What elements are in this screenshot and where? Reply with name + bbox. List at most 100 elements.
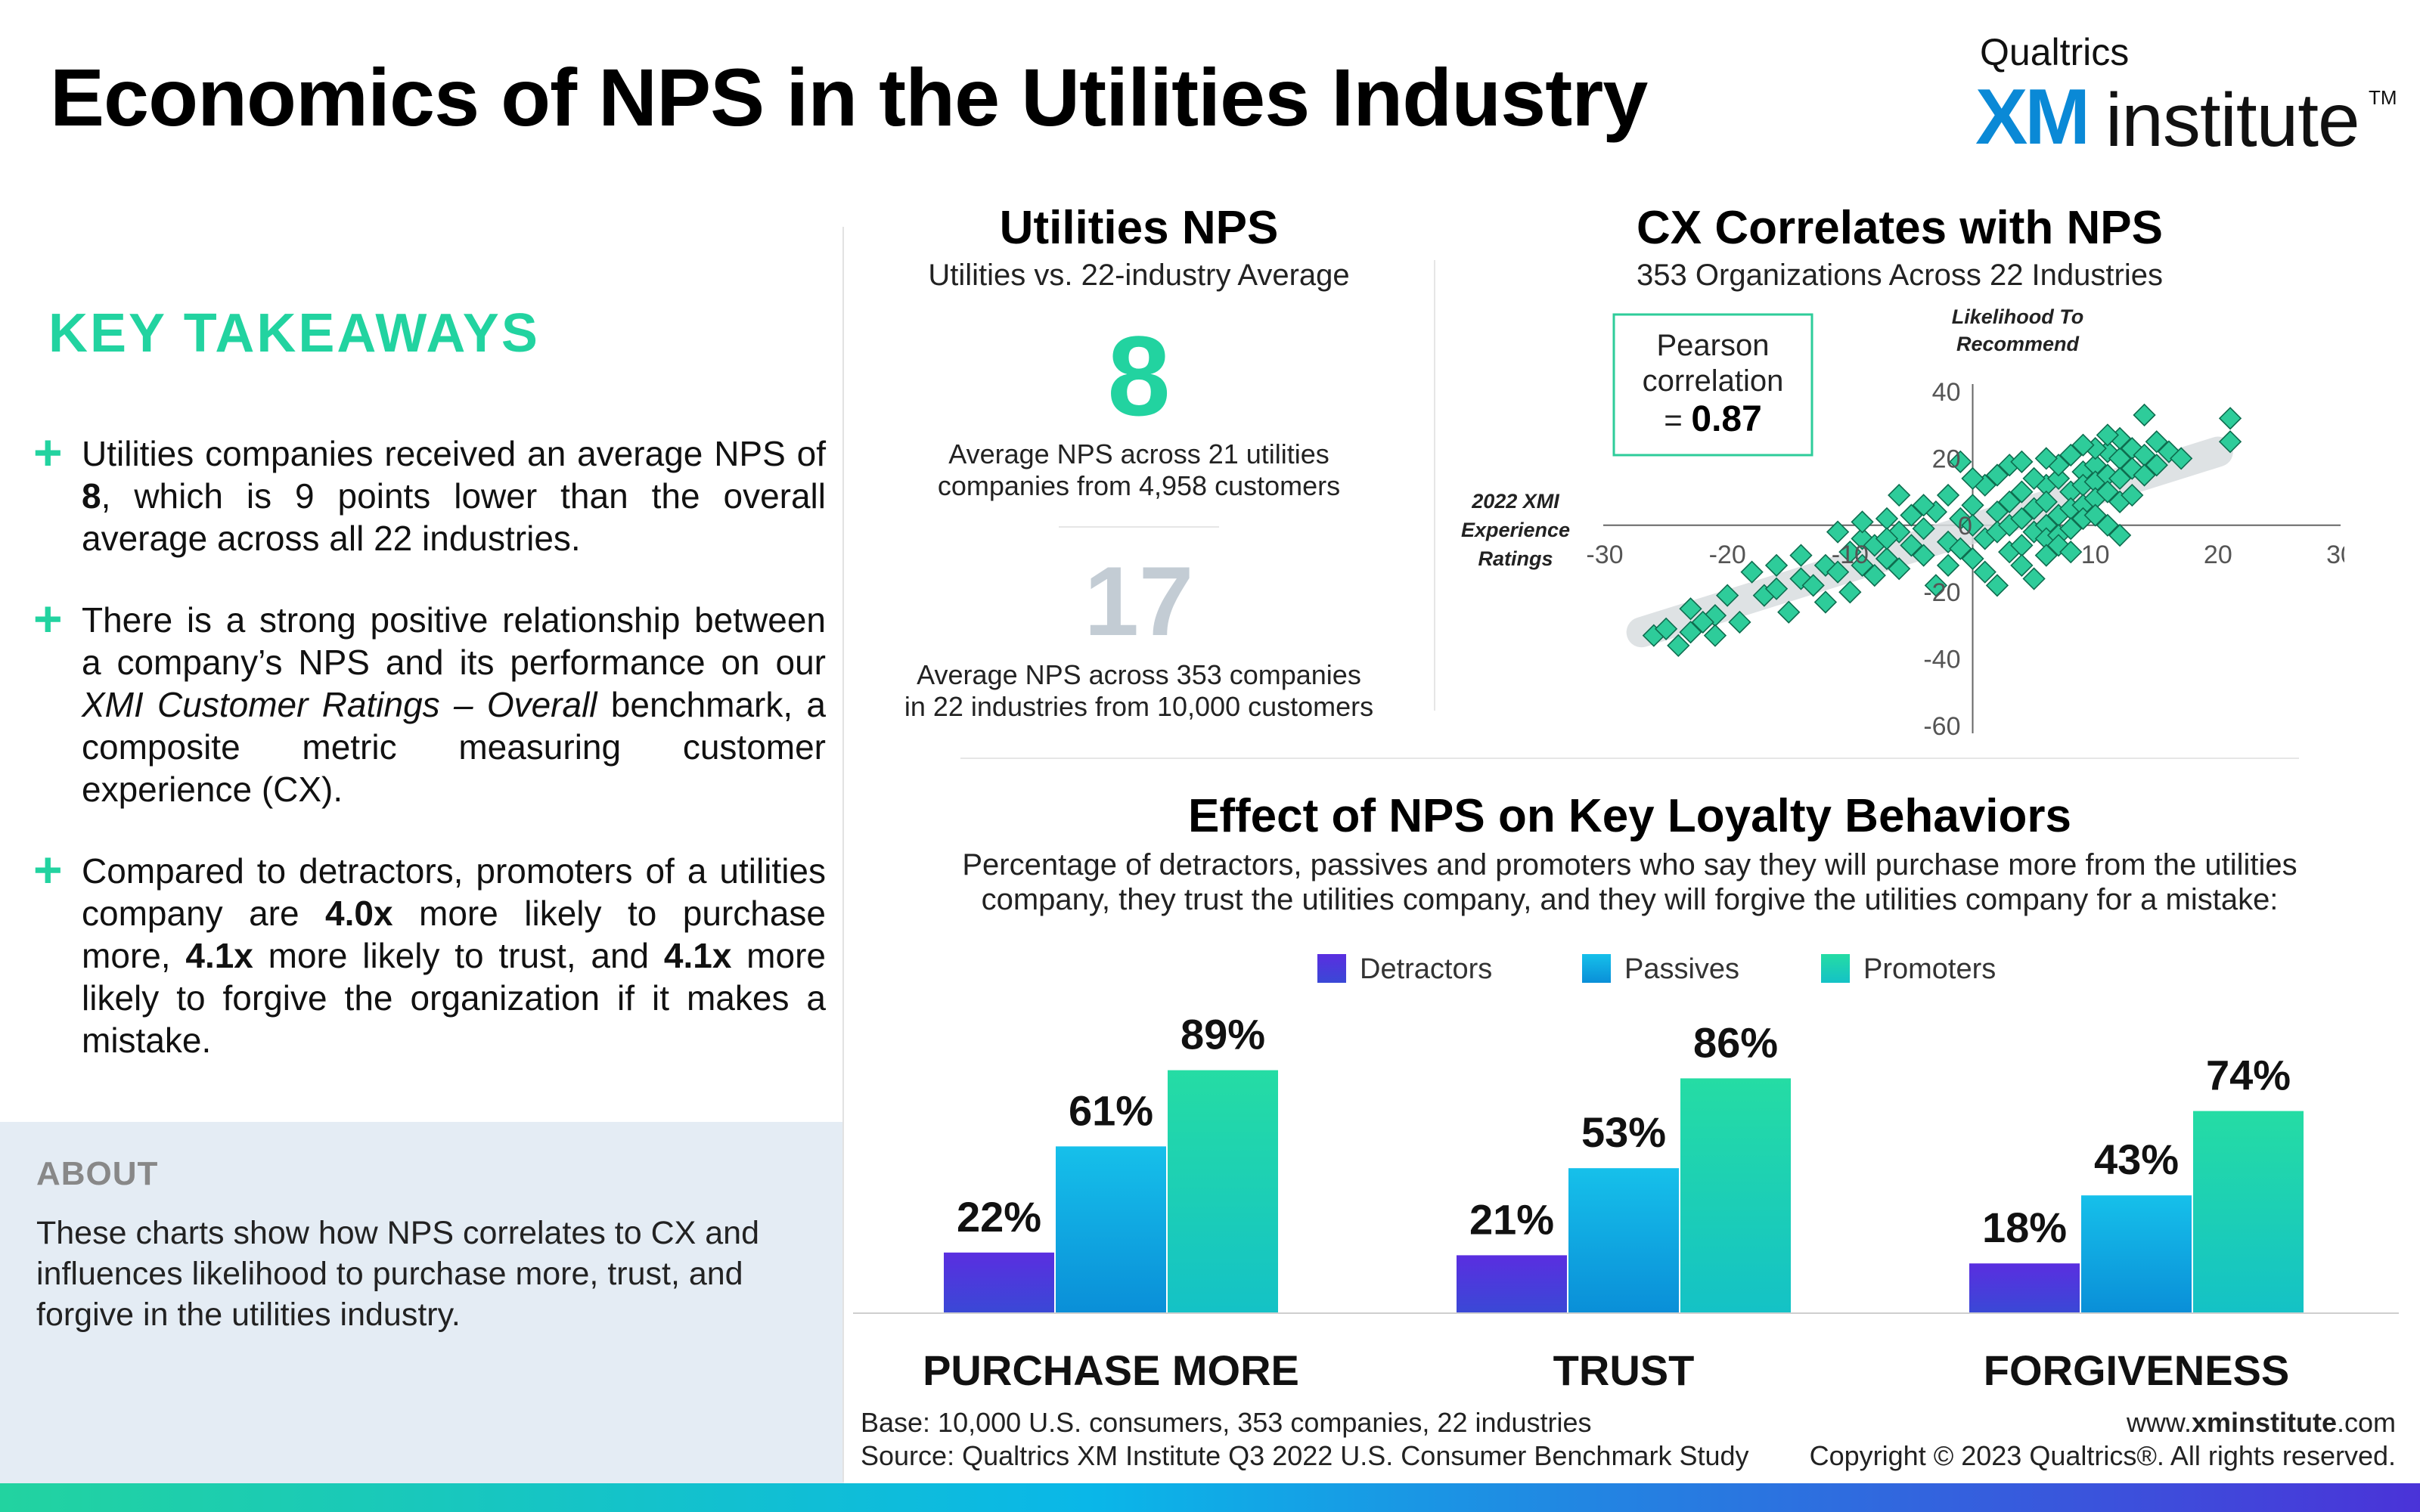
pearson-value: 0.87 <box>1691 399 1761 439</box>
scatter-point <box>1703 624 1727 647</box>
plus-icon: + <box>33 590 63 646</box>
xm-institute-logo: Qualtrics XM institute TM <box>1975 29 2399 163</box>
x-tick-label: -10 <box>1832 541 1869 569</box>
bar-value-label: 53% <box>1581 1108 1666 1156</box>
bar-promoters <box>2193 1111 2304 1312</box>
y-tick-label: 40 <box>1932 378 1961 407</box>
bar-value-label: 18% <box>1982 1204 2067 1251</box>
x-axis-label: 2022 XMI Experience Ratings <box>1461 490 1570 570</box>
nps-panel-subtitle: Utilities vs. 22-industry Average <box>928 259 1350 292</box>
bar-promoters <box>1680 1078 1791 1312</box>
pearson-line-1: Pearson <box>1657 329 1770 362</box>
category-label: TRUST <box>1553 1346 1695 1394</box>
scatter-point <box>1777 600 1801 624</box>
bar-chart: Detractors Passives Promoters 22% 61% 89% PURC… <box>853 953 2399 1394</box>
scatter-point <box>2108 523 2132 547</box>
scatter-point <box>2218 430 2242 454</box>
scatter-point <box>1961 513 1984 537</box>
scatter-point <box>1949 450 1972 473</box>
scatter-point <box>1728 610 1751 634</box>
scatter-point <box>1789 544 1813 567</box>
scatter-point <box>1912 517 1935 541</box>
bar-promoters <box>1168 1070 1278 1312</box>
scatter-point <box>2034 544 2058 567</box>
footer-base: Base: 10,000 U.S. consumers, 353 compani… <box>861 1407 1592 1438</box>
scatter-point <box>2096 513 2120 537</box>
scatter-points <box>1642 403 2242 658</box>
scatter-point <box>2218 407 2242 430</box>
legend-swatch <box>1821 954 1850 983</box>
page-title: Economics of NPS in the Utilities Indust… <box>50 51 1648 143</box>
scatter-point <box>2145 454 2168 477</box>
scatter-point <box>1875 547 1899 571</box>
pearson-box-border <box>1612 313 1813 457</box>
scatter-point <box>1912 494 1935 517</box>
x-tick-label: -30 <box>1586 541 1623 569</box>
bars-panel-subtitle-2: company, they trust the utilities compan… <box>981 883 2279 916</box>
footer-url-bold: xminstitute <box>2191 1407 2337 1438</box>
bar-passives <box>1056 1146 1166 1312</box>
industry-nps-value: 17 <box>1084 546 1194 656</box>
industry-nps-caption-2: in 22 industries from 10,000 customers <box>904 691 1374 722</box>
bar-value-label: 61% <box>1069 1086 1153 1134</box>
utilities-nps-value: 8 <box>1107 312 1171 439</box>
footer-right: www.xminstitute.com Copyright © 2023 Qua… <box>1810 1406 2396 1473</box>
pearson-line-2: correlation <box>1643 364 1784 398</box>
scatter-point <box>2096 480 2120 503</box>
bar-value-label: 74% <box>2206 1052 2291 1099</box>
scatter-point <box>2170 447 2193 470</box>
legend-item-detractors: Detractors <box>1317 953 1492 985</box>
bar-value-label: 89% <box>1181 1011 1265 1058</box>
scatter-point <box>1863 563 1886 587</box>
footer-url-post: .com <box>2336 1407 2396 1438</box>
scatter-point <box>1936 483 1960 507</box>
scatter-point <box>2010 553 2034 577</box>
x-tick-label: 10 <box>2081 541 2110 569</box>
scatter-point <box>2059 517 2083 541</box>
scatter-point <box>1900 503 1923 527</box>
scatter-point <box>2121 483 2144 507</box>
scatter-point <box>1679 597 1702 621</box>
scatter-point <box>2010 507 2034 531</box>
utilities-nps-caption-2: companies from 4,958 customers <box>937 470 1341 501</box>
scatter-point <box>2034 490 2058 513</box>
bars-panel-title: Effect of NPS on Key Loyalty Behaviors <box>1188 790 2071 842</box>
bar-value-label: 22% <box>957 1193 1041 1241</box>
legend-swatch <box>1317 954 1346 983</box>
scatter-panel-title: CX Correlates with NPS <box>1637 202 2163 254</box>
scatter-point <box>1740 560 1764 584</box>
bar-value-label: 21% <box>1469 1195 1554 1243</box>
industry-nps-caption-1: Average NPS across 353 companies <box>917 659 1361 690</box>
y-tick-label: 20 <box>1932 445 1961 473</box>
logo-institute: institute <box>2105 78 2360 163</box>
scatter-point <box>1985 574 2009 597</box>
scatter-point <box>1667 634 1690 658</box>
scatter-point <box>1801 574 1825 597</box>
scatter-point <box>2010 480 2034 503</box>
scatter-point <box>2083 503 2107 527</box>
footer-left: Base: 10,000 U.S. consumers, 353 compani… <box>861 1406 1749 1473</box>
scatter-point <box>1838 581 1862 604</box>
plus-icon: + <box>33 841 63 897</box>
scatter-point <box>1961 547 1984 571</box>
origin-tick-label: 0 <box>1958 512 1972 541</box>
footer-url[interactable]: www.xminstitute.com <box>1810 1406 2396 1439</box>
scatter-point <box>2034 447 2058 470</box>
scatter-point <box>1826 560 1850 584</box>
bar-detractors <box>1969 1263 2080 1312</box>
logo-tm: TM <box>2369 86 2397 109</box>
x-tick-label: -20 <box>1709 541 1746 569</box>
scatter-point <box>2096 423 2120 447</box>
horizontal-divider <box>960 758 2299 759</box>
y-tick-label: -20 <box>1923 578 1960 607</box>
footer-source: Source: Qualtrics XM Institute Q3 2022 U… <box>861 1440 1749 1471</box>
scatter-point <box>2022 466 2046 491</box>
y-axis-label: Likelihood To Recommend <box>1952 305 2084 355</box>
scatter-point <box>2071 433 2095 457</box>
key-takeaways-title: KEY TAKEAWAYS <box>48 303 540 364</box>
scatter-point <box>2046 466 2071 491</box>
scatter-point <box>1998 490 2021 513</box>
takeaway-text: There is a strong positive relationship … <box>82 600 826 809</box>
nps-divider <box>1059 526 1219 528</box>
nps-panel-title: Utilities NPS <box>999 202 1279 254</box>
